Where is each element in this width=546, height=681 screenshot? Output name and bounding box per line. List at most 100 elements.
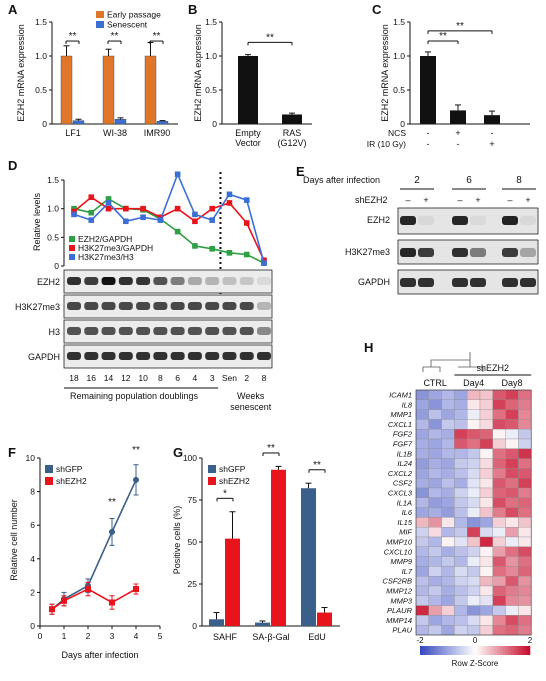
panel-h-cell (492, 625, 506, 636)
panel-d-blot-band (84, 277, 99, 285)
panel-h-cell (428, 507, 442, 518)
panel-a-legend-label: Early passage (107, 10, 161, 20)
panel-h-cell (441, 546, 455, 557)
panel-h-cell (518, 615, 532, 626)
panel-h-cell (415, 556, 429, 567)
panel-d-blot-band (101, 327, 116, 335)
panel-h-cell (492, 458, 506, 469)
panel-e-blot-band (418, 216, 434, 225)
panel-d-blot-band (239, 277, 254, 285)
panel-d-point (243, 220, 250, 226)
panel-h-cell (467, 507, 481, 518)
panel-h-cell (518, 536, 532, 547)
panel-h-cell (518, 566, 532, 577)
panel-h-cell (479, 556, 493, 567)
panel-h-cell (415, 595, 429, 606)
panel-h-gene-label: IL6 (402, 508, 413, 517)
panel-b-y-tick-label: 1.5 (205, 17, 217, 27)
panel-label-D: D (8, 158, 17, 173)
panel-g-category-label: SAHF (213, 632, 238, 642)
panel-h-cell (428, 409, 442, 420)
panel-h-cell (428, 487, 442, 498)
panel-h-cell (518, 429, 532, 440)
panel-b-y-tick-label: 0.5 (205, 85, 217, 95)
panel-h-key-segment (516, 646, 520, 655)
panel-h-cell (441, 409, 455, 420)
panel-g-y-tick-label: 75 (188, 495, 198, 505)
panel-e-blot-band (502, 278, 518, 287)
panel-h-dendrogram (422, 352, 484, 372)
panel-b-bar (282, 114, 302, 124)
panel-h-key-segment (444, 646, 448, 655)
panel-h-key-segment (524, 646, 528, 655)
panel-h-key-segment (510, 646, 514, 655)
panel-f-point (133, 476, 139, 483)
panel-h-gene-label: MMP14 (386, 616, 412, 625)
panel-h-cell (467, 468, 481, 479)
panel-c-y-tick-label: 1.0 (393, 51, 405, 61)
panel-d-trend-line (73, 198, 265, 264)
panel-h-cell (428, 389, 442, 400)
panel-a-y-tick-label: 1.5 (35, 17, 47, 27)
panel-h-cell (454, 576, 468, 587)
panel-b-y-label: EZH2 mRNA expression (193, 24, 203, 122)
panel-c-y-label: EZH2 mRNA expression (380, 24, 390, 122)
panel-h-cell (415, 615, 429, 626)
panel-f-legend-swatch (45, 465, 53, 473)
panel-g-legend-swatch (208, 465, 216, 473)
panel-h-gene-label: PLAUR (387, 606, 413, 615)
panel-h-cell (518, 576, 532, 587)
panel-h-cell (428, 595, 442, 606)
panel-h-gene-label: CXCL10 (384, 547, 413, 556)
panel-c-condition-label: NCS (388, 128, 406, 138)
panel-d-y-label: Relative levels (32, 192, 42, 251)
panel-h-cell (479, 448, 493, 459)
panel-d-blot-frame (63, 294, 273, 319)
panel-h-cell (441, 595, 455, 606)
panel-h-cell (441, 448, 455, 459)
panel-h-cell (428, 615, 442, 626)
panel-g-sig-label: ** (267, 443, 275, 454)
panel-a-legend-swatch (96, 21, 104, 28)
panel-e-blot-band (470, 248, 486, 257)
panel-f-x-tick-label: 1 (62, 631, 67, 641)
panel-h-gene-label: MMP9 (390, 557, 412, 566)
panel-h-key-segment (502, 646, 506, 655)
panel-f-y-tick-label: 6 (30, 520, 35, 530)
panel-f-x-tick-label: 4 (134, 631, 139, 641)
panel-h-cell (505, 507, 519, 518)
panel-g-legend-label: shGFP (219, 464, 246, 474)
panel-h-cell (428, 468, 442, 479)
panel-h-cell (467, 536, 481, 547)
panel-c-bar (420, 56, 436, 124)
panel-h-gene-label: MMP12 (386, 587, 413, 596)
panel-d-blot-label: GAPDH (28, 352, 60, 362)
panel-a-bar (144, 55, 157, 125)
panel-c-condition-sign: - (427, 139, 430, 149)
panel-h-cell (479, 576, 493, 587)
panel-label-G: G (173, 445, 183, 460)
panel-f-legend-label: shEZH2 (56, 476, 87, 486)
panel-h-cell (518, 556, 532, 567)
panel-g-sig-label: * (223, 488, 227, 499)
panel-h-cell (492, 399, 506, 410)
panel-h-key-segment (527, 646, 531, 655)
panel-h-key-segment (497, 646, 501, 655)
panel-h-cell (441, 429, 455, 440)
panel-h-cell (492, 419, 506, 430)
panel-h-cell (428, 399, 442, 410)
panel-h-cell (492, 585, 506, 596)
panel-h-cell (454, 507, 468, 518)
panel-d-point (140, 205, 146, 212)
panel-h-cell (415, 625, 429, 636)
panel-d-blot-label: H3 (48, 327, 60, 337)
panel-h-cell (467, 556, 481, 567)
panel-d-point (88, 209, 95, 216)
panel-h-key-segment (436, 646, 440, 655)
panel-h-key-segment (483, 646, 487, 655)
panel-h-cell (428, 566, 442, 577)
panel-h-cell (492, 605, 506, 616)
panel-h-cell (441, 389, 455, 400)
panel-d-blot-band (257, 352, 271, 360)
panel-h-cell (415, 389, 429, 400)
